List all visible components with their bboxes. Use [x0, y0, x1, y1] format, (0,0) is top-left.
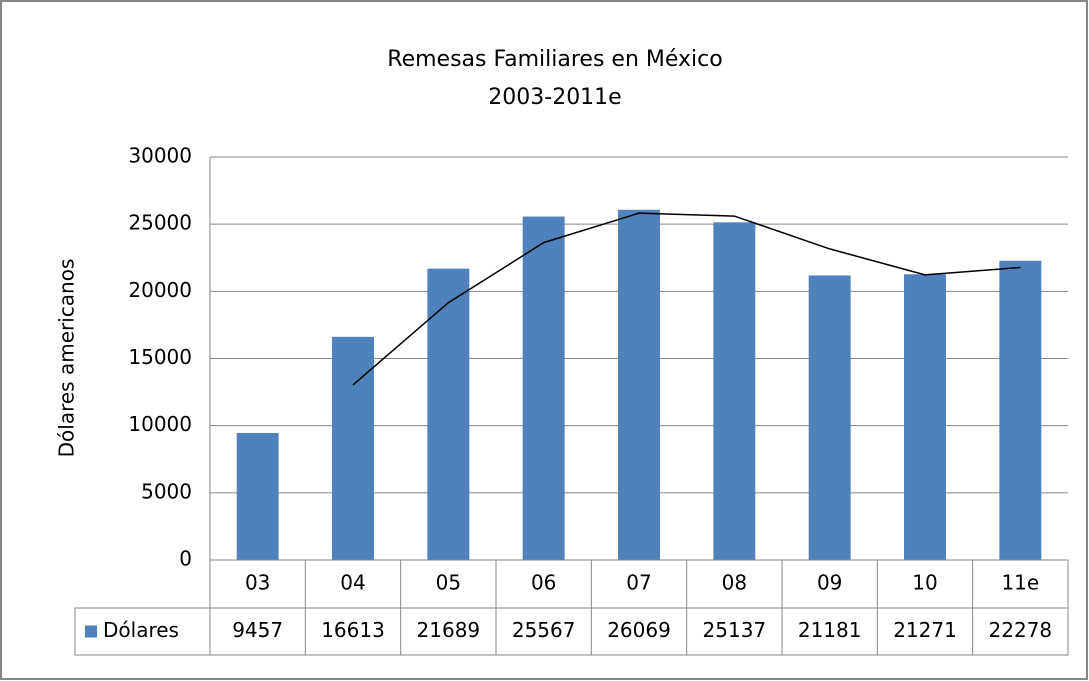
data-table-value: 25137	[703, 618, 767, 642]
bar	[332, 336, 374, 560]
y-tick-label: 30000	[128, 144, 192, 168]
bar	[999, 260, 1042, 560]
y-tick-label: 20000	[128, 278, 192, 302]
y-axis-title: Dólares americanos	[55, 259, 79, 458]
bar	[618, 209, 660, 560]
data-table-value: 9457	[232, 618, 283, 642]
x-tick-label: 05	[436, 571, 461, 595]
data-table-value: 25567	[512, 618, 576, 642]
x-tick-label: 08	[722, 571, 747, 595]
data-table-value: 26069	[607, 618, 671, 642]
y-tick-label: 25000	[128, 211, 192, 235]
x-tick-label: 06	[531, 571, 556, 595]
data-table-value: 21689	[417, 618, 481, 642]
x-tick-label: 07	[626, 571, 651, 595]
y-tick-label: 15000	[128, 345, 192, 369]
bar	[236, 432, 279, 560]
x-tick-label: 11e	[1001, 571, 1039, 595]
chart-subtitle: 2003-2011e	[488, 85, 621, 110]
bar	[522, 216, 565, 560]
y-tick-label: 0	[179, 547, 192, 571]
data-table-value: 21271	[893, 618, 957, 642]
y-tick-label: 5000	[141, 479, 192, 503]
chart-title: Remesas Familiares en México	[387, 47, 722, 72]
x-tick-label: 10	[912, 571, 937, 595]
bar	[427, 268, 470, 560]
y-tick-label: 10000	[128, 412, 192, 436]
legend-key	[85, 625, 97, 638]
data-table-value: 22278	[989, 618, 1053, 642]
bar	[808, 275, 851, 560]
trend-line	[352, 212, 1021, 386]
x-tick-label: 09	[817, 571, 842, 595]
x-tick-label: 04	[340, 571, 365, 595]
data-table-value: 21181	[798, 618, 862, 642]
legend-label: Dólares	[103, 618, 179, 642]
data-table-value: 16613	[321, 618, 385, 642]
bar	[713, 222, 756, 560]
x-tick-label: 03	[245, 571, 270, 595]
bar	[904, 274, 946, 560]
